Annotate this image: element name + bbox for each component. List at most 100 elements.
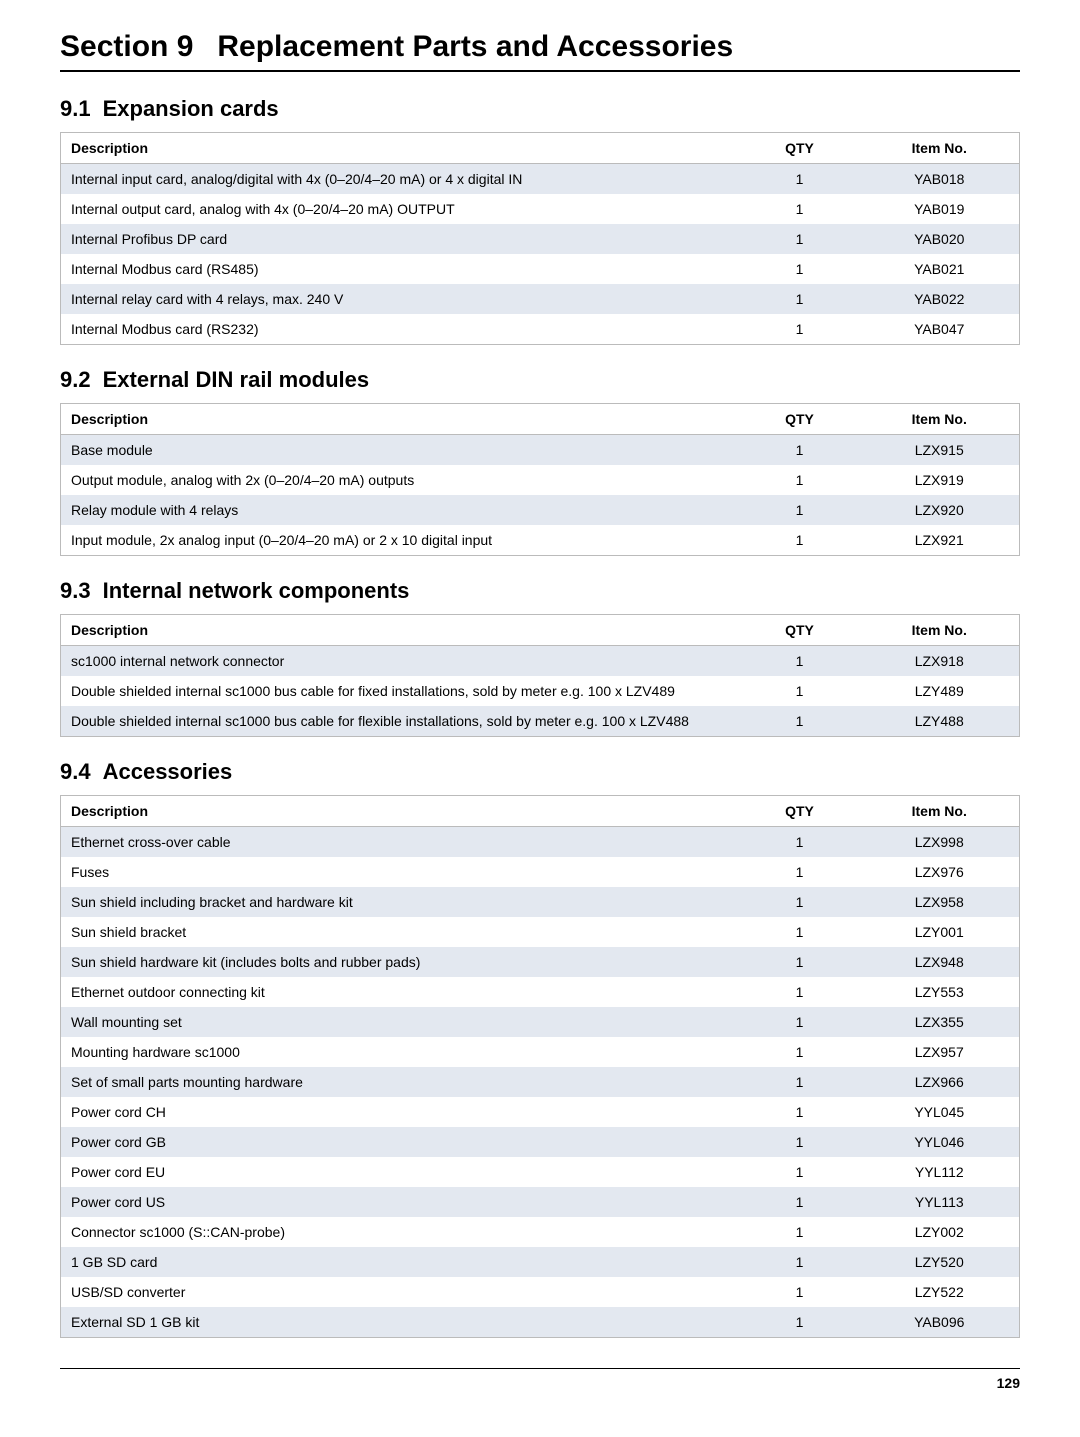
item-cell: LZY488 bbox=[860, 706, 1020, 737]
item-cell: LZX957 bbox=[860, 1037, 1020, 1067]
desc-cell: Internal Profibus DP card bbox=[61, 224, 740, 254]
subsection-number: 9.3 bbox=[60, 578, 91, 603]
subsection-title-text: Expansion cards bbox=[103, 96, 279, 121]
parts-table: DescriptionQTYItem No.Ethernet cross-ove… bbox=[60, 795, 1020, 1338]
qty-cell: 1 bbox=[740, 1277, 860, 1307]
desc-cell: Connector sc1000 (S::CAN-probe) bbox=[61, 1217, 740, 1247]
table-row: Ethernet cross-over cable1LZX998 bbox=[61, 827, 1020, 858]
page-number: 129 bbox=[997, 1375, 1020, 1391]
qty-cell: 1 bbox=[740, 164, 860, 195]
item-cell: LZX919 bbox=[860, 465, 1020, 495]
subsection-title-text: Accessories bbox=[103, 759, 233, 784]
column-header: QTY bbox=[740, 796, 860, 827]
table-row: External SD 1 GB kit1YAB096 bbox=[61, 1307, 1020, 1338]
qty-cell: 1 bbox=[740, 194, 860, 224]
desc-cell: Power cord EU bbox=[61, 1157, 740, 1187]
qty-cell: 1 bbox=[740, 1037, 860, 1067]
qty-cell: 1 bbox=[740, 676, 860, 706]
desc-cell: Set of small parts mounting hardware bbox=[61, 1067, 740, 1097]
column-header: Item No. bbox=[860, 796, 1020, 827]
section-heading: Section 9Replacement Parts and Accessori… bbox=[60, 30, 1020, 72]
item-cell: LZX355 bbox=[860, 1007, 1020, 1037]
qty-cell: 1 bbox=[740, 1097, 860, 1127]
qty-cell: 1 bbox=[740, 435, 860, 466]
desc-cell: 1 GB SD card bbox=[61, 1247, 740, 1277]
item-cell: LZY553 bbox=[860, 977, 1020, 1007]
item-cell: YYL046 bbox=[860, 1127, 1020, 1157]
desc-cell: External SD 1 GB kit bbox=[61, 1307, 740, 1338]
column-header: Item No. bbox=[860, 133, 1020, 164]
subsection-number: 9.2 bbox=[60, 367, 91, 392]
desc-cell: Internal relay card with 4 relays, max. … bbox=[61, 284, 740, 314]
desc-cell: Relay module with 4 relays bbox=[61, 495, 740, 525]
subsection-number: 9.1 bbox=[60, 96, 91, 121]
subsection-heading: 9.4Accessories bbox=[60, 759, 1020, 785]
table-row: Internal relay card with 4 relays, max. … bbox=[61, 284, 1020, 314]
table-row: Double shielded internal sc1000 bus cabl… bbox=[61, 676, 1020, 706]
column-header: Description bbox=[61, 404, 740, 435]
desc-cell: Fuses bbox=[61, 857, 740, 887]
item-cell: LZY520 bbox=[860, 1247, 1020, 1277]
column-header: Item No. bbox=[860, 404, 1020, 435]
table-row: Power cord EU1YYL112 bbox=[61, 1157, 1020, 1187]
qty-cell: 1 bbox=[740, 887, 860, 917]
table-row: Power cord GB1YYL046 bbox=[61, 1127, 1020, 1157]
qty-cell: 1 bbox=[740, 525, 860, 556]
table-row: Internal Modbus card (RS232)1YAB047 bbox=[61, 314, 1020, 345]
desc-cell: Sun shield hardware kit (includes bolts … bbox=[61, 947, 740, 977]
item-cell: LZY001 bbox=[860, 917, 1020, 947]
desc-cell: Double shielded internal sc1000 bus cabl… bbox=[61, 706, 740, 737]
desc-cell: Power cord US bbox=[61, 1187, 740, 1217]
desc-cell: Internal Modbus card (RS485) bbox=[61, 254, 740, 284]
desc-cell: Sun shield including bracket and hardwar… bbox=[61, 887, 740, 917]
table-row: Mounting hardware sc10001LZX957 bbox=[61, 1037, 1020, 1067]
qty-cell: 1 bbox=[740, 1067, 860, 1097]
qty-cell: 1 bbox=[740, 947, 860, 977]
item-cell: YAB018 bbox=[860, 164, 1020, 195]
qty-cell: 1 bbox=[740, 1127, 860, 1157]
column-header: QTY bbox=[740, 133, 860, 164]
table-row: Internal Profibus DP card1YAB020 bbox=[61, 224, 1020, 254]
table-row: Sun shield hardware kit (includes bolts … bbox=[61, 947, 1020, 977]
item-cell: LZX918 bbox=[860, 646, 1020, 677]
item-cell: LZX976 bbox=[860, 857, 1020, 887]
column-header: QTY bbox=[740, 615, 860, 646]
item-cell: YAB022 bbox=[860, 284, 1020, 314]
table-row: Connector sc1000 (S::CAN-probe)1LZY002 bbox=[61, 1217, 1020, 1247]
item-cell: LZY522 bbox=[860, 1277, 1020, 1307]
qty-cell: 1 bbox=[740, 1007, 860, 1037]
desc-cell: Ethernet cross-over cable bbox=[61, 827, 740, 858]
qty-cell: 1 bbox=[740, 254, 860, 284]
desc-cell: Double shielded internal sc1000 bus cabl… bbox=[61, 676, 740, 706]
column-header: Description bbox=[61, 133, 740, 164]
qty-cell: 1 bbox=[740, 465, 860, 495]
desc-cell: Sun shield bracket bbox=[61, 917, 740, 947]
desc-cell: Wall mounting set bbox=[61, 1007, 740, 1037]
table-row: Fuses1LZX976 bbox=[61, 857, 1020, 887]
table-row: Internal input card, analog/digital with… bbox=[61, 164, 1020, 195]
column-header: Description bbox=[61, 615, 740, 646]
qty-cell: 1 bbox=[740, 706, 860, 737]
table-row: Sun shield bracket1LZY001 bbox=[61, 917, 1020, 947]
column-header: QTY bbox=[740, 404, 860, 435]
item-cell: YAB019 bbox=[860, 194, 1020, 224]
desc-cell: Internal input card, analog/digital with… bbox=[61, 164, 740, 195]
table-row: Sun shield including bracket and hardwar… bbox=[61, 887, 1020, 917]
parts-table: DescriptionQTYItem No. Internal input car… bbox=[60, 132, 1020, 345]
table-row: Internal output card, analog with 4x (0–… bbox=[61, 194, 1020, 224]
qty-cell: 1 bbox=[740, 917, 860, 947]
desc-cell: Power cord CH bbox=[61, 1097, 740, 1127]
parts-table: DescriptionQTYItem No.Base module1LZX915… bbox=[60, 403, 1020, 556]
subsection-title-text: External DIN rail modules bbox=[103, 367, 370, 392]
item-cell: LZX948 bbox=[860, 947, 1020, 977]
column-header: Item No. bbox=[860, 615, 1020, 646]
subsection-heading: 9.1 Expansion cards bbox=[60, 96, 1020, 122]
qty-cell: 1 bbox=[740, 977, 860, 1007]
desc-cell: Input module, 2x analog input (0–20/4–20… bbox=[61, 525, 740, 556]
table-row: Double shielded internal sc1000 bus cabl… bbox=[61, 706, 1020, 737]
item-cell: LZX921 bbox=[860, 525, 1020, 556]
parts-table: DescriptionQTYItem No.sc1000 internal ne… bbox=[60, 614, 1020, 737]
item-cell: YAB096 bbox=[860, 1307, 1020, 1338]
table-row: Input module, 2x analog input (0–20/4–20… bbox=[61, 525, 1020, 556]
section-title-text: Replacement Parts and Accessories bbox=[217, 30, 733, 63]
